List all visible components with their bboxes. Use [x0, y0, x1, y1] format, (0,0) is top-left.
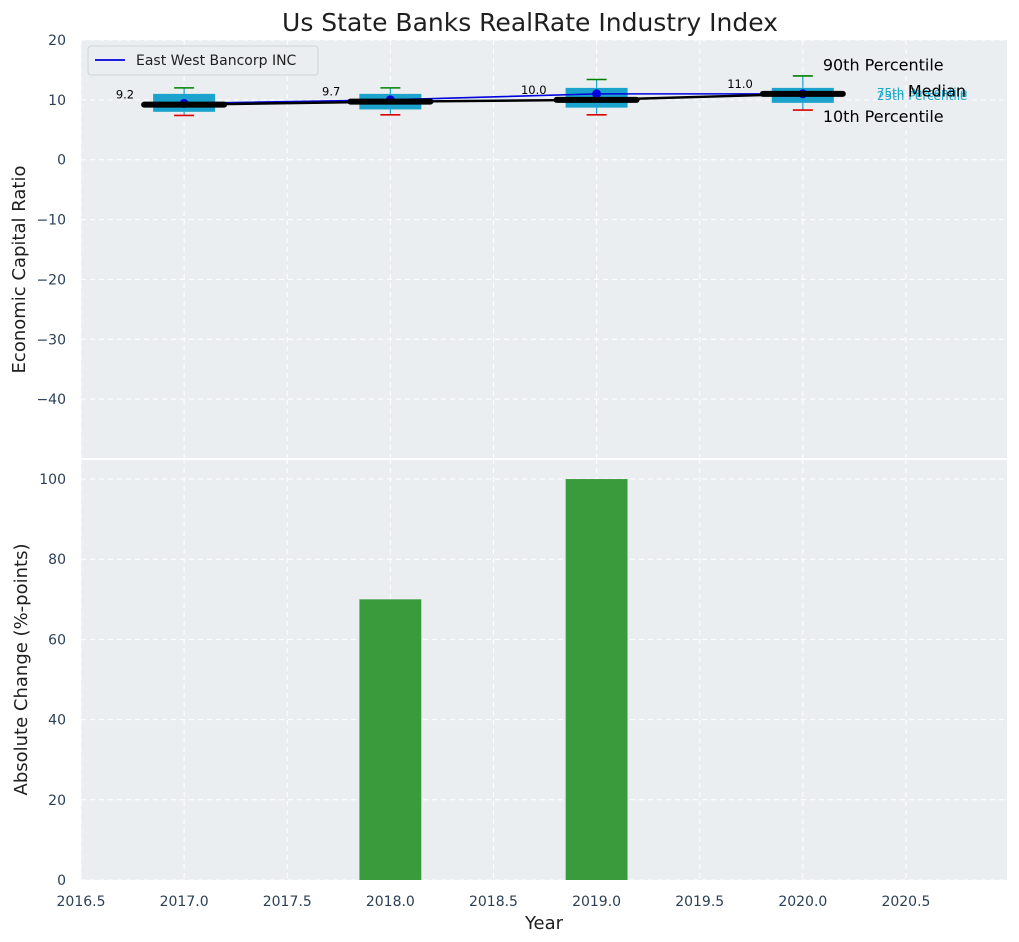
bottom-y-tick-label: 0: [57, 873, 66, 889]
bottom-marks: [359, 479, 628, 880]
median-value-label-2018: 9.7: [322, 85, 340, 99]
x-tick-label: 2020.0: [778, 894, 827, 910]
x-tick-label: 2017.5: [263, 894, 312, 910]
bottom-plot-area: [81, 459, 1007, 880]
p25-annotation: 25th Percentile: [877, 89, 968, 103]
bottom-y-tick-label: 100: [39, 472, 66, 488]
x-tick-label: 2018.5: [469, 894, 518, 910]
median-value-label-2019: 10.0: [521, 83, 547, 97]
series-point-2019: [592, 89, 602, 99]
p75-annotation: 75th Percentile: [877, 86, 968, 100]
change-bar-2019: [565, 479, 628, 880]
chart-title: Us State Banks RealRate Industry Index: [282, 8, 778, 37]
top-y-tick-label: −30: [36, 332, 66, 348]
legend: East West Bancorp INC: [87, 45, 319, 76]
top-panel: 20 10 0 −10 −20 −30 −40 Economic Capital Ratio…: [9, 33, 1007, 459]
x-tick-label: 2016.5: [57, 894, 106, 910]
top-y-tick-label: −20: [36, 272, 66, 288]
x-tick-label: 2017.0: [160, 894, 209, 910]
bottom-y-tick-label: 40: [48, 713, 66, 729]
x-tick-label: 2019.5: [675, 894, 724, 910]
legend-label-east-west-bancorp: East West Bancorp INC: [136, 53, 297, 69]
x-axis-label: Year: [524, 913, 564, 934]
top-y-tick-label: 20: [48, 33, 66, 49]
series-line-east-west-bancorp: [184, 93, 803, 105]
x-tick-label: 2020.5: [881, 894, 930, 910]
bottom-y-tick-label: 60: [48, 632, 66, 648]
x-ticks: 2016.5 2017.0 2017.5 2018.0 2018.5 2019.0 2019…: [57, 894, 931, 910]
p10-annotation: 10th Percentile: [823, 107, 944, 126]
x-tick-label: 2019.0: [572, 894, 621, 910]
top-y-tick-label: −40: [36, 392, 66, 408]
top-plot-area: [81, 40, 1007, 459]
median-annotation: Median: [908, 81, 966, 100]
median-trend-line: [184, 92, 803, 106]
bottom-y-tick-label: 20: [48, 793, 66, 809]
top-y-tick-label: −10: [36, 213, 66, 229]
p90-annotation: 90th Percentile: [823, 56, 944, 75]
median-value-label-2017: 9.2: [116, 88, 134, 102]
top-y-axis-label: Economic Capital Ratio: [9, 166, 30, 374]
bottom-y-tick-label: 80: [48, 552, 66, 568]
median-value-label-2020: 11.0: [727, 77, 753, 91]
top-grid: [80, 39, 1007, 459]
top-y-tick-label: 10: [48, 93, 66, 109]
x-tick-label: 2018.0: [366, 894, 415, 910]
legend-frame: [87, 45, 319, 76]
top-y-ticks: 20 10 0 −10 −20 −30 −40: [36, 33, 66, 408]
bottom-y-axis-label: Absolute Change (%-points): [11, 544, 32, 796]
bottom-y-ticks: 0 20 40 60 80 100: [39, 472, 66, 889]
top-y-tick-label: 0: [57, 153, 66, 169]
change-bar-2018: [359, 599, 422, 880]
